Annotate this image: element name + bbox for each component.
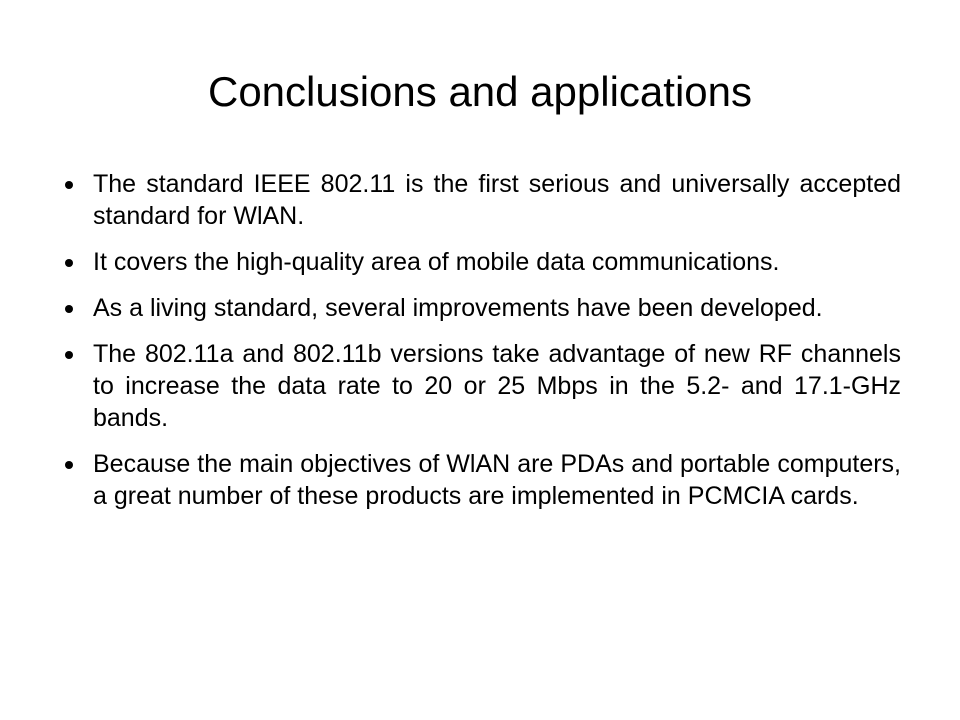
bullet-item: The 802.11a and 802.11b versions take ad… [65,340,901,432]
bullet-item: The standard IEEE 802.11 is the first se… [65,170,901,230]
bullet-item: It covers the high-quality area of mobil… [65,246,901,278]
bullet-item: As a living standard, several improvemen… [65,292,901,324]
bullet-item: Because the main objectives of WlAN are … [65,450,901,510]
bullet-list: The standard IEEE 802.11 is the first se… [65,168,901,526]
slide-title: Conclusions and applications [207,68,752,115]
